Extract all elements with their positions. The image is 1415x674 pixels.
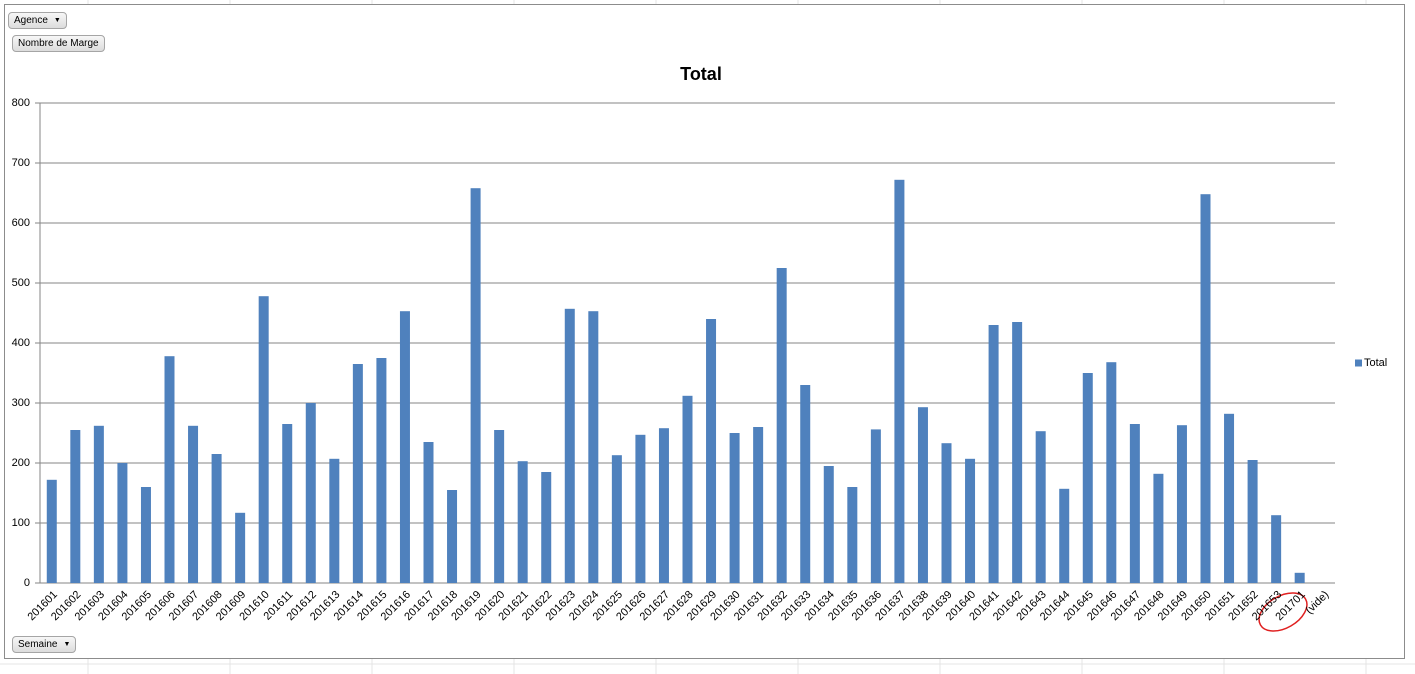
bar — [588, 311, 599, 583]
bar — [1176, 425, 1187, 583]
bar — [188, 425, 199, 583]
y-tick-label: 100 — [12, 517, 30, 529]
bar — [1271, 515, 1282, 583]
bar — [423, 442, 434, 583]
bar — [1012, 322, 1023, 583]
bar — [1224, 413, 1235, 583]
bar — [517, 461, 528, 583]
bar — [1247, 460, 1258, 583]
bar — [93, 425, 104, 583]
bar — [140, 487, 151, 583]
bar — [470, 188, 481, 583]
chart-title: Total — [680, 64, 722, 84]
bar — [658, 428, 669, 583]
bar — [447, 490, 458, 583]
y-tick-label: 700 — [12, 157, 30, 169]
bar — [776, 268, 787, 583]
bar — [870, 429, 881, 583]
bar — [894, 179, 905, 584]
y-tick-label: 800 — [12, 97, 30, 109]
bar — [1059, 488, 1070, 583]
bar — [329, 458, 340, 583]
bar — [1200, 194, 1211, 583]
bar — [729, 433, 740, 583]
button-label: Nombre de Marge — [18, 38, 99, 49]
bar — [305, 403, 316, 583]
bar — [800, 385, 811, 583]
bar — [682, 395, 693, 583]
bar — [1129, 424, 1140, 583]
y-tick-label: 500 — [12, 277, 30, 289]
legend-label: Total — [1364, 357, 1387, 369]
bar — [753, 427, 764, 583]
button-label: Agence — [14, 15, 48, 27]
bar — [823, 466, 834, 583]
bar — [611, 455, 622, 583]
bar — [117, 463, 128, 583]
y-tick-label: 300 — [12, 397, 30, 409]
button-label: Semaine — [18, 639, 58, 651]
bar — [1153, 473, 1164, 583]
y-tick-label: 400 — [12, 337, 30, 349]
bar — [352, 364, 363, 583]
bar — [46, 479, 57, 583]
values-button[interactable]: Nombre de Marge — [12, 35, 105, 52]
bar — [164, 356, 175, 583]
bar — [847, 487, 858, 583]
bar — [1294, 572, 1305, 583]
bar — [70, 430, 81, 583]
bar — [1035, 431, 1046, 583]
bar — [564, 308, 575, 583]
bar — [706, 319, 717, 583]
y-tick-label: 600 — [12, 217, 30, 229]
bar — [988, 325, 999, 583]
bar — [494, 430, 505, 583]
annotation-circle — [1258, 592, 1308, 632]
bar — [211, 454, 222, 583]
bar — [282, 424, 293, 583]
bar — [258, 296, 269, 583]
bar — [965, 458, 976, 583]
bar — [541, 472, 552, 583]
bar — [635, 434, 646, 583]
bar — [235, 512, 246, 583]
y-tick-label: 0 — [24, 577, 30, 589]
axis-button[interactable]: Semaine ▼ — [12, 636, 77, 653]
bar — [376, 358, 387, 583]
bar — [1106, 362, 1117, 583]
bar — [399, 311, 410, 583]
bar — [917, 407, 928, 583]
bar — [1082, 373, 1093, 583]
filter-button[interactable]: Agence ▼ — [8, 12, 67, 29]
legend-swatch — [1355, 359, 1362, 367]
bar — [941, 443, 952, 583]
y-tick-label: 200 — [12, 457, 30, 469]
